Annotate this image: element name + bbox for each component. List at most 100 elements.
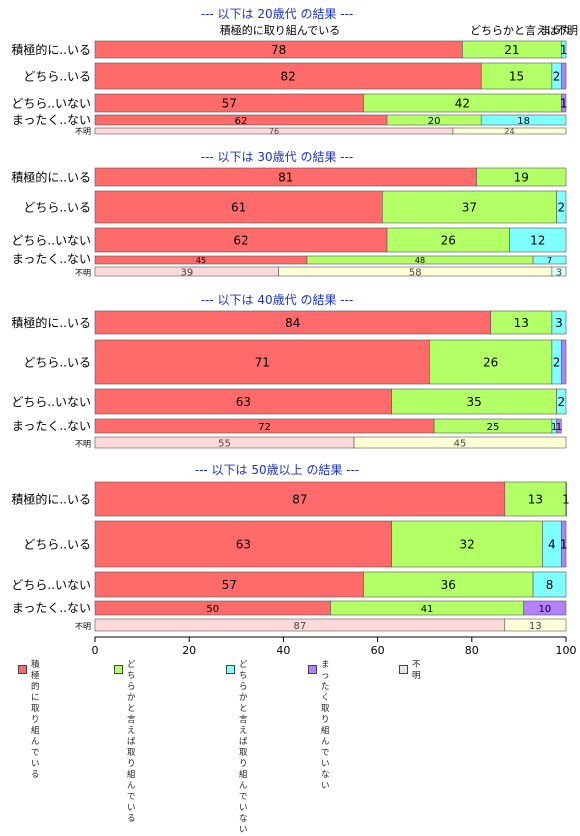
category-label: どちら..いない: [11, 578, 91, 592]
data-label: 63: [236, 538, 251, 552]
x-tick-label: 80: [465, 644, 479, 657]
header-label: まった: [540, 24, 573, 37]
bar-segment: [391, 520, 543, 568]
bar-segment: [551, 310, 567, 335]
data-label: 2: [557, 201, 565, 215]
data-label: 2: [553, 356, 561, 370]
data-label: 10: [538, 604, 551, 615]
bar-segment: [94, 388, 393, 415]
bar-segment: [363, 571, 534, 598]
category-label: まったく..ない: [12, 252, 91, 266]
data-label: 62: [235, 116, 248, 127]
bar-segment: [452, 127, 567, 135]
data-label: 15: [509, 70, 524, 84]
category-label: 積極的に..いる: [11, 492, 91, 507]
data-label: 42: [455, 97, 470, 111]
category-label: 不明: [75, 622, 91, 631]
data-label: 2: [557, 395, 565, 409]
bar-segment: [504, 618, 567, 632]
panel-title: --- 以下は 50歳以上 の結果 ---: [195, 463, 360, 477]
data-label: 71: [255, 356, 270, 370]
bar-segment: [94, 571, 364, 598]
data-label: 32: [459, 538, 474, 552]
data-label: 26: [441, 234, 456, 248]
bar-segment: [391, 388, 557, 415]
legend-swatch: [114, 665, 123, 674]
bar-segment: [476, 167, 567, 187]
bar-segment: [504, 481, 567, 517]
panel-title: --- 以下は 40歳代 の結果 ---: [201, 293, 354, 307]
data-label: 87: [294, 621, 307, 632]
data-label: 41: [421, 604, 434, 615]
category-label: 不明: [75, 439, 91, 448]
category-label: 積極的に..いる: [11, 42, 91, 57]
data-label: 3: [555, 316, 563, 330]
data-label: 1: [560, 43, 568, 57]
data-label: 84: [285, 316, 300, 330]
bar-segment: [560, 93, 567, 113]
x-tick-label: 20: [182, 644, 196, 657]
legend-swatch: [399, 665, 408, 674]
x-tick-label: 60: [371, 644, 385, 657]
bar-segment: [565, 481, 567, 517]
bar-segment: [94, 339, 430, 385]
data-label: 50: [206, 604, 219, 615]
category-label: 不明: [75, 268, 91, 277]
data-label: 21: [504, 43, 519, 57]
bar-segment: [382, 190, 557, 224]
legend-label: どちらかと言えば 取り組んでいない: [239, 660, 248, 835]
legend: 積極的に 取り組んでいる どちらかと言えば 取り組んでいる どちらかと言えば 取り組…: [18, 660, 578, 835]
header-label: 不明: [556, 24, 578, 37]
panel-title: --- 以下は 20歳代 の結果 ---: [201, 7, 354, 21]
data-label: 7: [547, 256, 552, 265]
x-tick-label: 0: [92, 644, 99, 657]
panel-title: --- 以下は 30歳代 の結果 ---: [201, 150, 354, 164]
data-label: 1: [556, 422, 562, 433]
category-label: まったく..ない: [12, 601, 91, 615]
bar-segment: [94, 481, 506, 517]
header-label: 積極的に取り組んでいる: [220, 23, 340, 37]
category-label: まったく..ない: [12, 113, 91, 127]
bar-segment: [480, 62, 553, 90]
data-label: 57: [222, 578, 237, 592]
data-label: 26: [483, 356, 498, 370]
data-label: 55: [218, 438, 231, 449]
data-label: 61: [231, 201, 246, 215]
data-label: 25: [487, 422, 500, 433]
data-label: 19: [514, 171, 529, 185]
category-label: 積極的に..いる: [11, 315, 91, 330]
header-label: どちらかと言えば: [470, 24, 558, 37]
bar-segment: [509, 227, 567, 253]
data-label: 13: [514, 316, 529, 330]
data-label: 3: [556, 267, 562, 278]
data-label: 20: [428, 116, 441, 127]
bar-segment: [560, 62, 567, 90]
bar-segment: [386, 227, 510, 253]
data-label: 82: [280, 70, 295, 84]
data-label: 81: [278, 171, 293, 185]
bar-segment: [94, 62, 482, 90]
category-label: どちら..いる: [23, 538, 91, 552]
data-label: 62: [233, 234, 248, 248]
category-label: どちら..いる: [23, 70, 91, 84]
data-label: 57: [222, 97, 237, 111]
legend-label: 不明: [412, 660, 421, 681]
bar-segment: [556, 388, 567, 415]
bar-segment: [480, 114, 567, 126]
data-label: 1: [562, 493, 570, 507]
bar-segment: [94, 227, 388, 253]
category-label: まったく..ない: [12, 419, 91, 433]
bar-segment: [556, 190, 567, 224]
data-label: 36: [441, 578, 456, 592]
legend-label: どちらかと言えば 取り組んでいる: [127, 660, 136, 824]
data-label: 35: [467, 395, 482, 409]
category-label: どちら..いる: [23, 356, 91, 370]
data-label: 78: [271, 43, 286, 57]
bar-segment: [556, 418, 562, 434]
bar-segment: [353, 436, 567, 449]
data-label: 39: [180, 267, 193, 278]
category-label: どちら..いない: [11, 97, 91, 111]
data-label: 24: [504, 127, 514, 136]
legend-swatch: [226, 665, 235, 674]
data-label: 13: [528, 493, 543, 507]
